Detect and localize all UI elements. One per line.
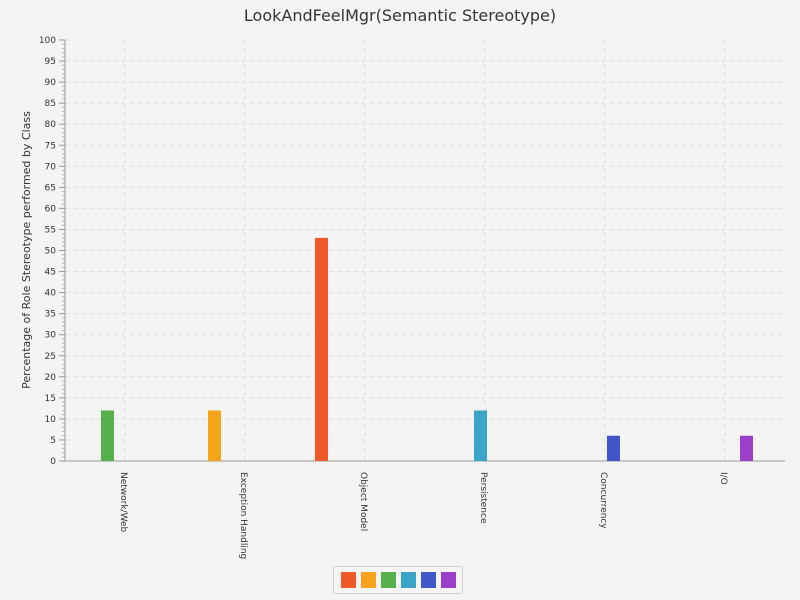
axis-labels: 0 5 10 15 20 25 30 35 40 45 50 55 60 65 70 75 80 85 90 95 10… [39,36,728,559]
y-tick-label: 50 [45,247,57,257]
y-tick-label: 20 [45,373,57,383]
y-tick-label: 55 [45,225,56,235]
x-tick-label: Object Model [358,472,368,531]
bar [607,435,620,461]
y-tick-label: 10 [45,415,57,425]
y-tick-label: 100 [39,36,56,46]
x-tick-label: Exception Handling [238,472,248,559]
x-tick-label: Concurrency [598,472,608,529]
y-tick-label: 65 [45,183,56,193]
y-tick-label: 45 [45,268,56,278]
y-tick-label: 80 [45,120,57,130]
legend-swatch [420,572,436,588]
legend-swatch [340,572,356,588]
y-tick-label: 60 [45,204,57,214]
bars [101,237,753,461]
x-tick-label: I/O [718,472,728,485]
bar [474,410,487,461]
bar [740,435,753,461]
y-tick-label: 0 [50,457,56,467]
legend-swatch [440,572,456,588]
grid-lines [65,39,785,461]
legend [333,566,463,594]
y-tick-label: 90 [45,78,57,88]
legend-swatch [400,572,416,588]
y-tick-label: 35 [45,310,56,320]
chart-title: LookAndFeelMgr(Semantic Stereotype) [243,6,557,25]
y-tick-label: 75 [45,141,56,151]
legend-swatch [380,572,396,588]
bar [208,410,221,461]
y-axis-label: Percentage of Role Stereotype performed … [20,111,33,389]
y-tick-label: 5 [50,436,56,446]
y-tick-label: 95 [45,57,56,67]
y-tick-label: 85 [45,99,56,109]
x-tick-label: Persistence [478,472,488,524]
y-tick-label: 70 [45,162,57,172]
y-tick-label: 15 [45,394,56,404]
x-tick-label: Network/Web [118,472,128,533]
y-tick-label: 25 [45,352,56,362]
legend-swatch [360,572,376,588]
axes [59,39,785,462]
y-tick-label: 30 [45,331,57,341]
y-tick-label: 40 [45,289,57,299]
bar [101,410,114,461]
bar [315,237,328,461]
